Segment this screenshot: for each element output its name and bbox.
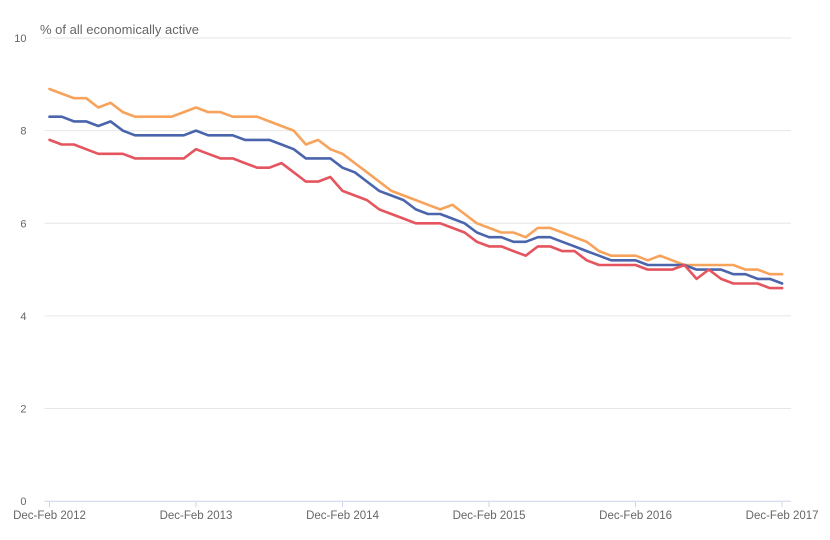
y-axis-label-4: 4 <box>20 311 26 323</box>
y-axis-label-6: 6 <box>20 218 26 230</box>
blue-series-line <box>48 115 784 285</box>
y-axis-label-10: 10 <box>14 33 26 45</box>
x-axis-label-4: Dec-Feb 2016 <box>599 510 672 522</box>
y-axis-label-8: 8 <box>20 126 26 138</box>
axis-labels-layer: 0 2 4 6 8 10 Dec-Feb 2012 Dec-Feb 2013 Dec-Feb 2… <box>13 33 818 522</box>
series-layer <box>48 87 784 290</box>
chart-title: % of all economically active <box>40 22 199 37</box>
y-axis-label-2: 2 <box>20 404 26 416</box>
x-axis-label-2: Dec-Feb 2014 <box>306 510 379 522</box>
x-axis-label-0: Dec-Feb 2012 <box>13 510 86 522</box>
x-axis-label-3: Dec-Feb 2015 <box>453 510 526 522</box>
axis-layer <box>44 500 791 508</box>
orange-series-line <box>48 87 784 276</box>
red-series-line <box>48 138 784 290</box>
y-axis-label-0: 0 <box>20 496 26 508</box>
x-axis-label-5: Dec-Feb 2017 <box>746 510 819 522</box>
x-axis-label-1: Dec-Feb 2013 <box>160 510 233 522</box>
